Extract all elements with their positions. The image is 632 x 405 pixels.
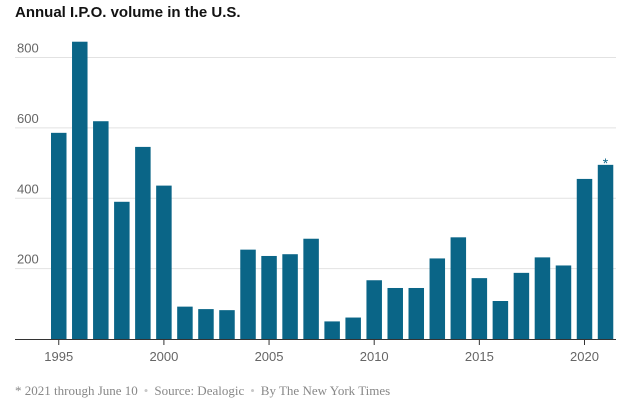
annotations: * <box>603 155 609 171</box>
bar-2016 <box>492 301 509 339</box>
bar-2013 <box>429 258 446 339</box>
bar-1998 <box>114 201 130 339</box>
bar-2010 <box>366 280 382 339</box>
bar-2002 <box>198 309 214 339</box>
bar-2004 <box>240 249 256 339</box>
bar-2014 <box>450 237 467 339</box>
bar-2021 <box>597 164 614 339</box>
footer-separator: • <box>143 383 149 398</box>
bar-2000 <box>156 185 172 339</box>
source-credit: Source: Dealogic <box>154 383 245 398</box>
x-tick-label: 2000 <box>149 349 178 364</box>
bar-2020 <box>576 178 593 339</box>
x-tick-label: 2015 <box>465 349 494 364</box>
bar-2009 <box>345 317 361 339</box>
annotation-asterisk: * <box>603 155 609 171</box>
bars <box>51 41 614 340</box>
y-axis-labels: 200 400 600 800 <box>17 41 39 267</box>
bar-1996 <box>72 41 88 340</box>
x-tick-label: 2010 <box>360 349 389 364</box>
bar-2003 <box>219 310 235 339</box>
x-axis-ticks: 1995 2000 2005 2010 2015 2020 <box>44 339 599 364</box>
bar-1999 <box>135 146 151 339</box>
bar-2017 <box>513 272 530 339</box>
bar-2019 <box>555 265 572 339</box>
bar-2007 <box>303 238 319 339</box>
x-tick-label: 1995 <box>44 349 73 364</box>
footer-separator: • <box>250 383 255 398</box>
chart-title: Annual I.P.O. volume in the U.S. <box>15 4 241 21</box>
bar-1995 <box>51 132 67 339</box>
bar-2015 <box>471 278 488 339</box>
footer: * 2021 through June 10 • Source: Dealogic •… <box>15 383 390 399</box>
bar-1997 <box>93 121 109 339</box>
y-tick-label: 600 <box>17 111 39 126</box>
bar-chart: 200 400 600 800 1995 2000 2005 2010 2015 2020 * <box>15 41 616 364</box>
bar-2006 <box>282 254 298 339</box>
bar-2008 <box>324 321 340 339</box>
bar-2011 <box>387 287 403 339</box>
bar-2012 <box>408 287 425 339</box>
bar-2001 <box>177 306 193 339</box>
bar-2018 <box>534 257 551 339</box>
footnote: * 2021 through June 10 <box>15 383 138 398</box>
x-tick-label: 2005 <box>255 349 284 364</box>
y-tick-label: 800 <box>17 41 39 56</box>
x-tick-label: 2020 <box>570 349 599 364</box>
bar-2005 <box>261 255 277 339</box>
byline: By The New York Times <box>260 383 391 398</box>
y-tick-label: 200 <box>17 252 39 267</box>
y-tick-label: 400 <box>17 181 39 196</box>
